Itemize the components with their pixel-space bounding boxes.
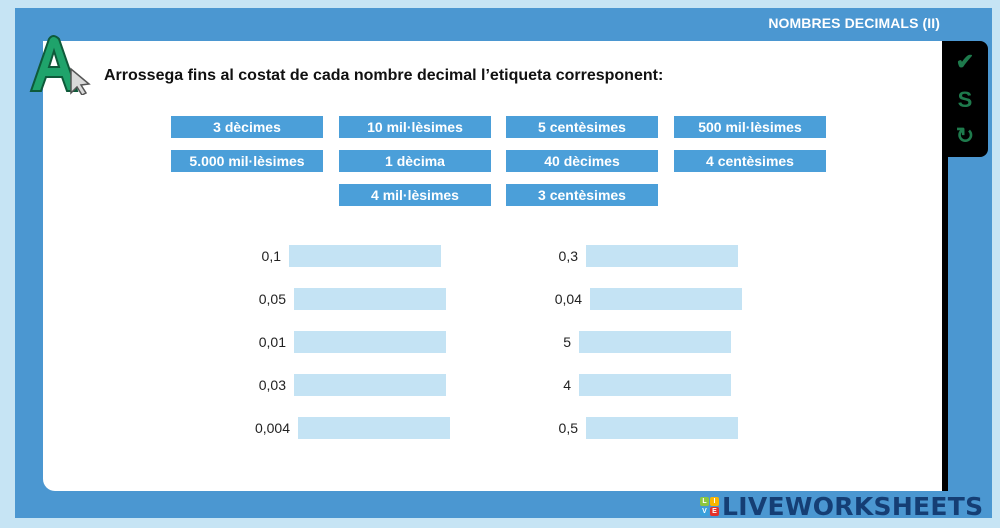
liveworksheets-branding: L I V E LIVEWORKSHEETS	[700, 491, 984, 521]
drop-target-slot[interactable]	[289, 245, 441, 267]
decimal-number: 0,004	[254, 420, 290, 436]
check-icon: ✔	[955, 49, 975, 74]
decimal-number: 0,3	[558, 248, 578, 264]
draggable-label[interactable]: 1 dècima	[339, 150, 491, 172]
drop-target-slot[interactable]	[579, 374, 731, 396]
dollar-cursor-icon: S	[957, 87, 973, 112]
drop-target-slot[interactable]	[298, 417, 450, 439]
decimal-number: 0,5	[558, 420, 578, 436]
drop-target-slot[interactable]	[590, 288, 742, 310]
check-button[interactable]: ✔	[942, 47, 988, 77]
letter-a-cursor-logo-icon	[29, 35, 91, 95]
worksheet-title: NOMBRES DECIMALS (II)	[768, 15, 940, 31]
draggable-label[interactable]: 3 dècimes	[171, 116, 323, 138]
drop-target-slot[interactable]	[586, 245, 738, 267]
drop-target-slot[interactable]	[294, 288, 446, 310]
decimal-number: 0,05	[258, 291, 286, 307]
instruction-text: Arrossega fins al costat de cada nombre …	[104, 67, 664, 84]
reset-button[interactable]: ↻	[942, 121, 988, 151]
toolbar: ✔ S ↻	[942, 41, 988, 157]
worksheet-frame: NOMBRES DECIMALS (II) ✔ S ↻	[15, 8, 992, 518]
panel-divider	[942, 41, 948, 491]
drop-target-slot[interactable]	[294, 374, 446, 396]
draggable-label[interactable]: 4 mil·lèsimes	[339, 184, 491, 206]
decimal-number: 0,01	[258, 334, 286, 350]
decimal-number: 0,1	[261, 248, 281, 264]
draggable-label[interactable]: 5.000 mil·lèsimes	[171, 150, 323, 172]
decimal-number: 0,04	[554, 291, 582, 307]
draggable-label[interactable]: 3 centèsimes	[506, 184, 658, 206]
decimal-number: 5	[563, 334, 571, 350]
draggable-label[interactable]: 4 centèsimes	[674, 150, 826, 172]
draggable-label[interactable]: 5 centèsimes	[506, 116, 658, 138]
worksheet-panel	[43, 41, 942, 491]
decimal-number: 0,03	[258, 377, 286, 393]
draggable-label[interactable]: 10 mil·lèsimes	[339, 116, 491, 138]
reset-icon: ↻	[955, 123, 975, 148]
send-button[interactable]: S	[942, 85, 988, 115]
drop-target-slot[interactable]	[586, 417, 738, 439]
draggable-label[interactable]: 40 dècimes	[506, 150, 658, 172]
drop-target-slot[interactable]	[579, 331, 731, 353]
live-badge-icon: L I V E	[700, 496, 719, 516]
liveworksheets-logo-text: LIVEWORKSHEETS	[722, 491, 984, 521]
decimal-number: 4	[563, 377, 571, 393]
draggable-label[interactable]: 500 mil·lèsimes	[674, 116, 826, 138]
drop-target-slot[interactable]	[294, 331, 446, 353]
